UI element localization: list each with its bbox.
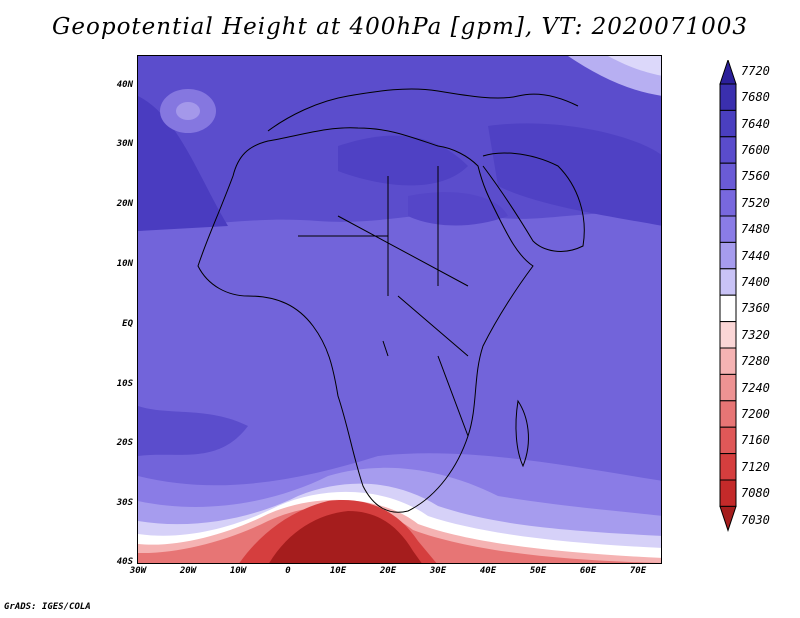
colorbar-level-label: 7520	[741, 195, 770, 210]
colorbar-swatch	[719, 426, 737, 455]
colorbar-swatch	[719, 347, 737, 375]
colorbar-level-label: 7440	[741, 248, 770, 263]
lat-label: 20S	[116, 438, 133, 448]
lon-label: 10E	[329, 566, 347, 576]
colorbar-level-label: 7640	[741, 116, 770, 131]
colorbar-level-label: 7400	[741, 275, 770, 289]
lat-label: 30N	[116, 139, 133, 149]
lon-label: 10W	[229, 566, 247, 576]
colorbar-level-label: 7680	[741, 90, 770, 105]
colorbar-bottom-arrow	[719, 505, 737, 532]
map-plot-area	[137, 55, 662, 564]
lat-label: 10N	[116, 259, 133, 269]
colorbar-swatch	[719, 294, 737, 323]
colorbar-swatch	[719, 136, 737, 164]
colorbar-level-label: 7030	[741, 512, 770, 527]
colorbar-level-label: 7320	[741, 327, 770, 342]
colorbar-swatch	[719, 189, 737, 217]
colorbar-level-label: 7280	[741, 354, 770, 369]
lat-label: EQ	[122, 319, 133, 329]
lon-label: 30E	[429, 566, 447, 576]
colorbar-level-label: 7480	[741, 222, 770, 237]
colorbar-swatch	[719, 162, 737, 191]
colorbar-swatch	[719, 479, 737, 507]
lon-label: 0	[285, 566, 291, 576]
lat-label: 30S	[116, 498, 133, 508]
colorbar-level-label: 7360	[741, 301, 770, 316]
lat-label: 20N	[116, 199, 133, 209]
colorbar-swatch	[719, 268, 737, 296]
credit-footer: GrADS: IGES/COLA	[4, 602, 91, 612]
colorbar-level-label: 7560	[741, 169, 770, 184]
map-title: Geopotential Height at 400hPa [gpm], VT:…	[52, 14, 748, 40]
colorbar-swatch	[719, 109, 737, 138]
colorbar-level-label: 7720	[741, 63, 770, 78]
lat-label: 40N	[116, 80, 133, 90]
lat-label: 10S	[116, 379, 133, 389]
colorbar-level-label: 7080	[741, 486, 770, 501]
lat-label: 40S	[116, 557, 133, 567]
colorbar-swatch	[719, 453, 737, 481]
lon-label: 60E	[579, 566, 597, 576]
colorbar-swatch	[719, 321, 737, 349]
colorbar-level-label: 7200	[741, 407, 770, 421]
colorbar-level-label: 7160	[741, 433, 770, 448]
colorbar-swatch	[719, 373, 737, 402]
colorbar-level-label: 7600	[741, 143, 770, 157]
colorbar-swatch	[719, 215, 737, 243]
lon-label: 40E	[479, 566, 497, 576]
lon-label: 20E	[379, 566, 397, 576]
lon-label: 50E	[529, 566, 547, 576]
height-field-map	[138, 56, 661, 563]
colorbar-swatch	[719, 400, 737, 428]
colorbar-level-label: 7120	[741, 459, 770, 474]
lon-label: 30W	[129, 566, 147, 576]
colorbar-top-arrow	[719, 60, 737, 85]
colorbar-swatch	[719, 83, 737, 111]
colorbar	[719, 60, 737, 532]
colorbar-swatch	[719, 241, 737, 270]
lon-label: 20W	[179, 566, 197, 576]
lon-label: 70E	[629, 566, 647, 576]
colorbar-level-label: 7240	[741, 380, 770, 395]
